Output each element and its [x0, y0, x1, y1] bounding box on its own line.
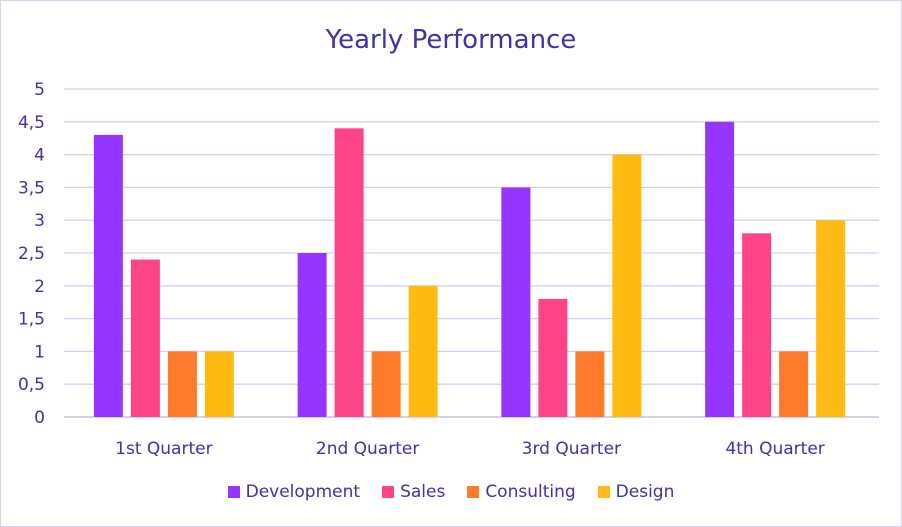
bar-consulting [371, 351, 401, 417]
legend-label: Sales [400, 482, 446, 502]
y-tick-label: 1 [34, 342, 45, 362]
legend-label: Design [615, 482, 675, 502]
chart-title: Yearly Performance [325, 25, 577, 55]
legend-swatch [597, 486, 610, 498]
y-tick-label: 5 [34, 80, 45, 100]
legend-swatch [467, 486, 480, 498]
bars [93, 121, 846, 418]
bar-consulting [575, 351, 605, 417]
legend-item: Consulting [467, 482, 576, 502]
legend-item: Design [597, 482, 675, 502]
bar-development [297, 253, 327, 417]
y-tick-label: 2,5 [18, 244, 45, 264]
x-axis-ticks: 1st Quarter 2nd Quarter 3rd Quarter 4th Qua… [115, 439, 825, 459]
legend-swatch [382, 486, 395, 498]
y-tick-label: 4 [34, 146, 45, 166]
legend-label: Development [245, 482, 361, 502]
bar-design [612, 154, 642, 417]
bar-consulting [779, 351, 809, 417]
y-tick-label: 2 [34, 277, 45, 297]
bar-development [93, 134, 123, 418]
x-tick-label: 1st Quarter [115, 439, 212, 459]
bar-design [816, 220, 846, 417]
bar-development [501, 187, 531, 417]
bar-consulting [167, 351, 197, 417]
legend-label: Consulting [485, 482, 576, 502]
y-tick-label: 4,5 [18, 113, 45, 133]
y-tick-label: 1,5 [18, 310, 45, 330]
gridlines [64, 88, 879, 418]
y-tick-label: 0,5 [18, 375, 45, 395]
bar-sales [538, 298, 568, 417]
bar-development [705, 121, 735, 418]
plot-area: 0 0,5 1 1,5 2 2,5 3 3,5 4 4,5 5 1st Quarter 2nd Qua… [18, 80, 879, 459]
y-axis-ticks: 0 0,5 1 1,5 2 2,5 3 3,5 4 4,5 5 [18, 80, 45, 428]
x-tick-label: 3rd Quarter [522, 439, 621, 459]
bar-sales [334, 128, 364, 418]
bar-design [204, 351, 234, 417]
bar-sales [130, 259, 160, 417]
y-tick-label: 0 [34, 408, 45, 428]
legend: Development Sales Consulting Design [1, 482, 901, 502]
x-tick-label: 2nd Quarter [316, 439, 419, 459]
y-tick-label: 3 [34, 211, 45, 231]
legend-swatch [227, 486, 240, 498]
bar-design [408, 285, 438, 417]
legend-item: Development [227, 482, 361, 502]
y-tick-label: 3,5 [18, 178, 45, 198]
x-tick-label: 4th Quarter [725, 439, 824, 459]
bar-sales [742, 233, 772, 417]
legend-item: Sales [382, 482, 445, 502]
